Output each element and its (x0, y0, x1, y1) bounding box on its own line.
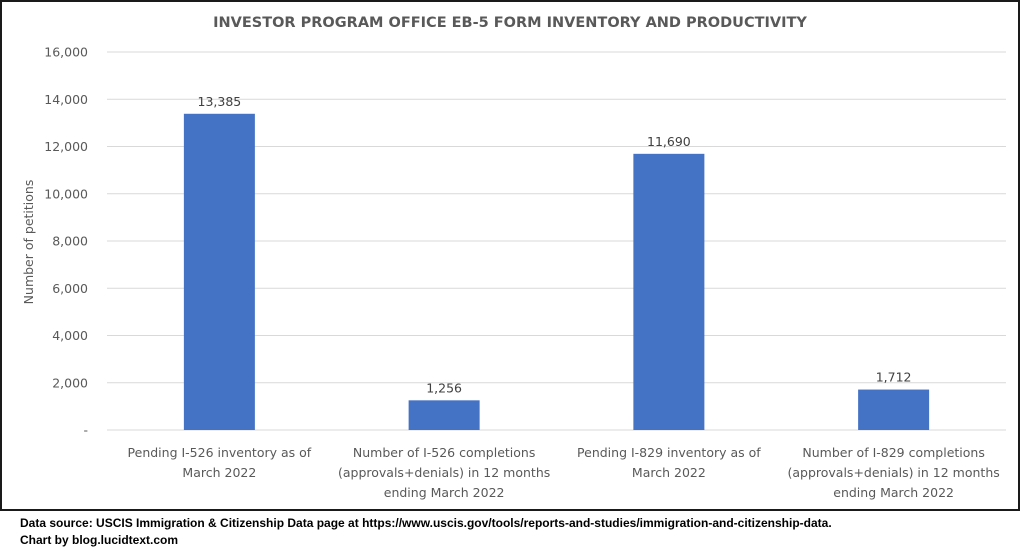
x-category-label: March 2022 (632, 465, 706, 480)
chart-credit: Chart by blog.lucidtext.com (20, 533, 179, 547)
bars (183, 113, 930, 431)
y-axis-label: Number of petitions (21, 180, 36, 305)
data-source-note: Data source: USCIS Immigration & Citizen… (20, 516, 832, 530)
x-category-label: Number of I-526 completions (353, 445, 536, 460)
y-tick-label: - (83, 423, 88, 438)
data-label: 1,256 (426, 380, 462, 395)
x-category-label: Number of I-829 completions (802, 445, 985, 460)
y-tick-label: 6,000 (52, 281, 88, 296)
x-category-label: Pending I-526 inventory as of (128, 445, 312, 460)
data-label: 1,712 (876, 370, 912, 385)
y-tick-label: 10,000 (44, 186, 88, 201)
x-category-label: March 2022 (182, 465, 256, 480)
y-tick-label: 2,000 (52, 375, 88, 390)
bar-chart: INVESTOR PROGRAM OFFICE EB-5 FORM INVENT… (21, 15, 1006, 500)
y-tick-label: 12,000 (44, 139, 88, 154)
bar (858, 389, 930, 430)
x-category-label: Pending I-829 inventory as of (577, 445, 761, 460)
bar (408, 400, 480, 430)
x-category-label: (approvals+denials) in 12 months (338, 465, 550, 480)
y-tick-label: 4,000 (52, 328, 88, 343)
y-tick-label: 14,000 (44, 92, 88, 107)
y-tick-label: 16,000 (44, 45, 88, 60)
x-category-label: ending March 2022 (833, 485, 954, 500)
data-labels: 13,385 1,256 11,690 1,712 (198, 94, 912, 396)
bar (183, 113, 255, 431)
y-tick-label: 8,000 (52, 234, 88, 249)
data-label: 11,690 (647, 134, 691, 149)
bar (633, 153, 705, 431)
x-category-label: (approvals+denials) in 12 months (787, 465, 999, 480)
gridlines (107, 51, 1006, 431)
chart-frame (0, 0, 1020, 511)
x-axis-categories: Pending I-526 inventory as of March 2022 N… (128, 445, 1000, 500)
chart-title: INVESTOR PROGRAM OFFICE EB-5 FORM INVENT… (213, 15, 807, 31)
y-axis-ticks: - 2,000 4,000 6,000 8,000 10,000 12,000 14,000 1… (44, 45, 88, 438)
data-label: 13,385 (198, 94, 242, 109)
x-category-label: ending March 2022 (384, 485, 505, 500)
